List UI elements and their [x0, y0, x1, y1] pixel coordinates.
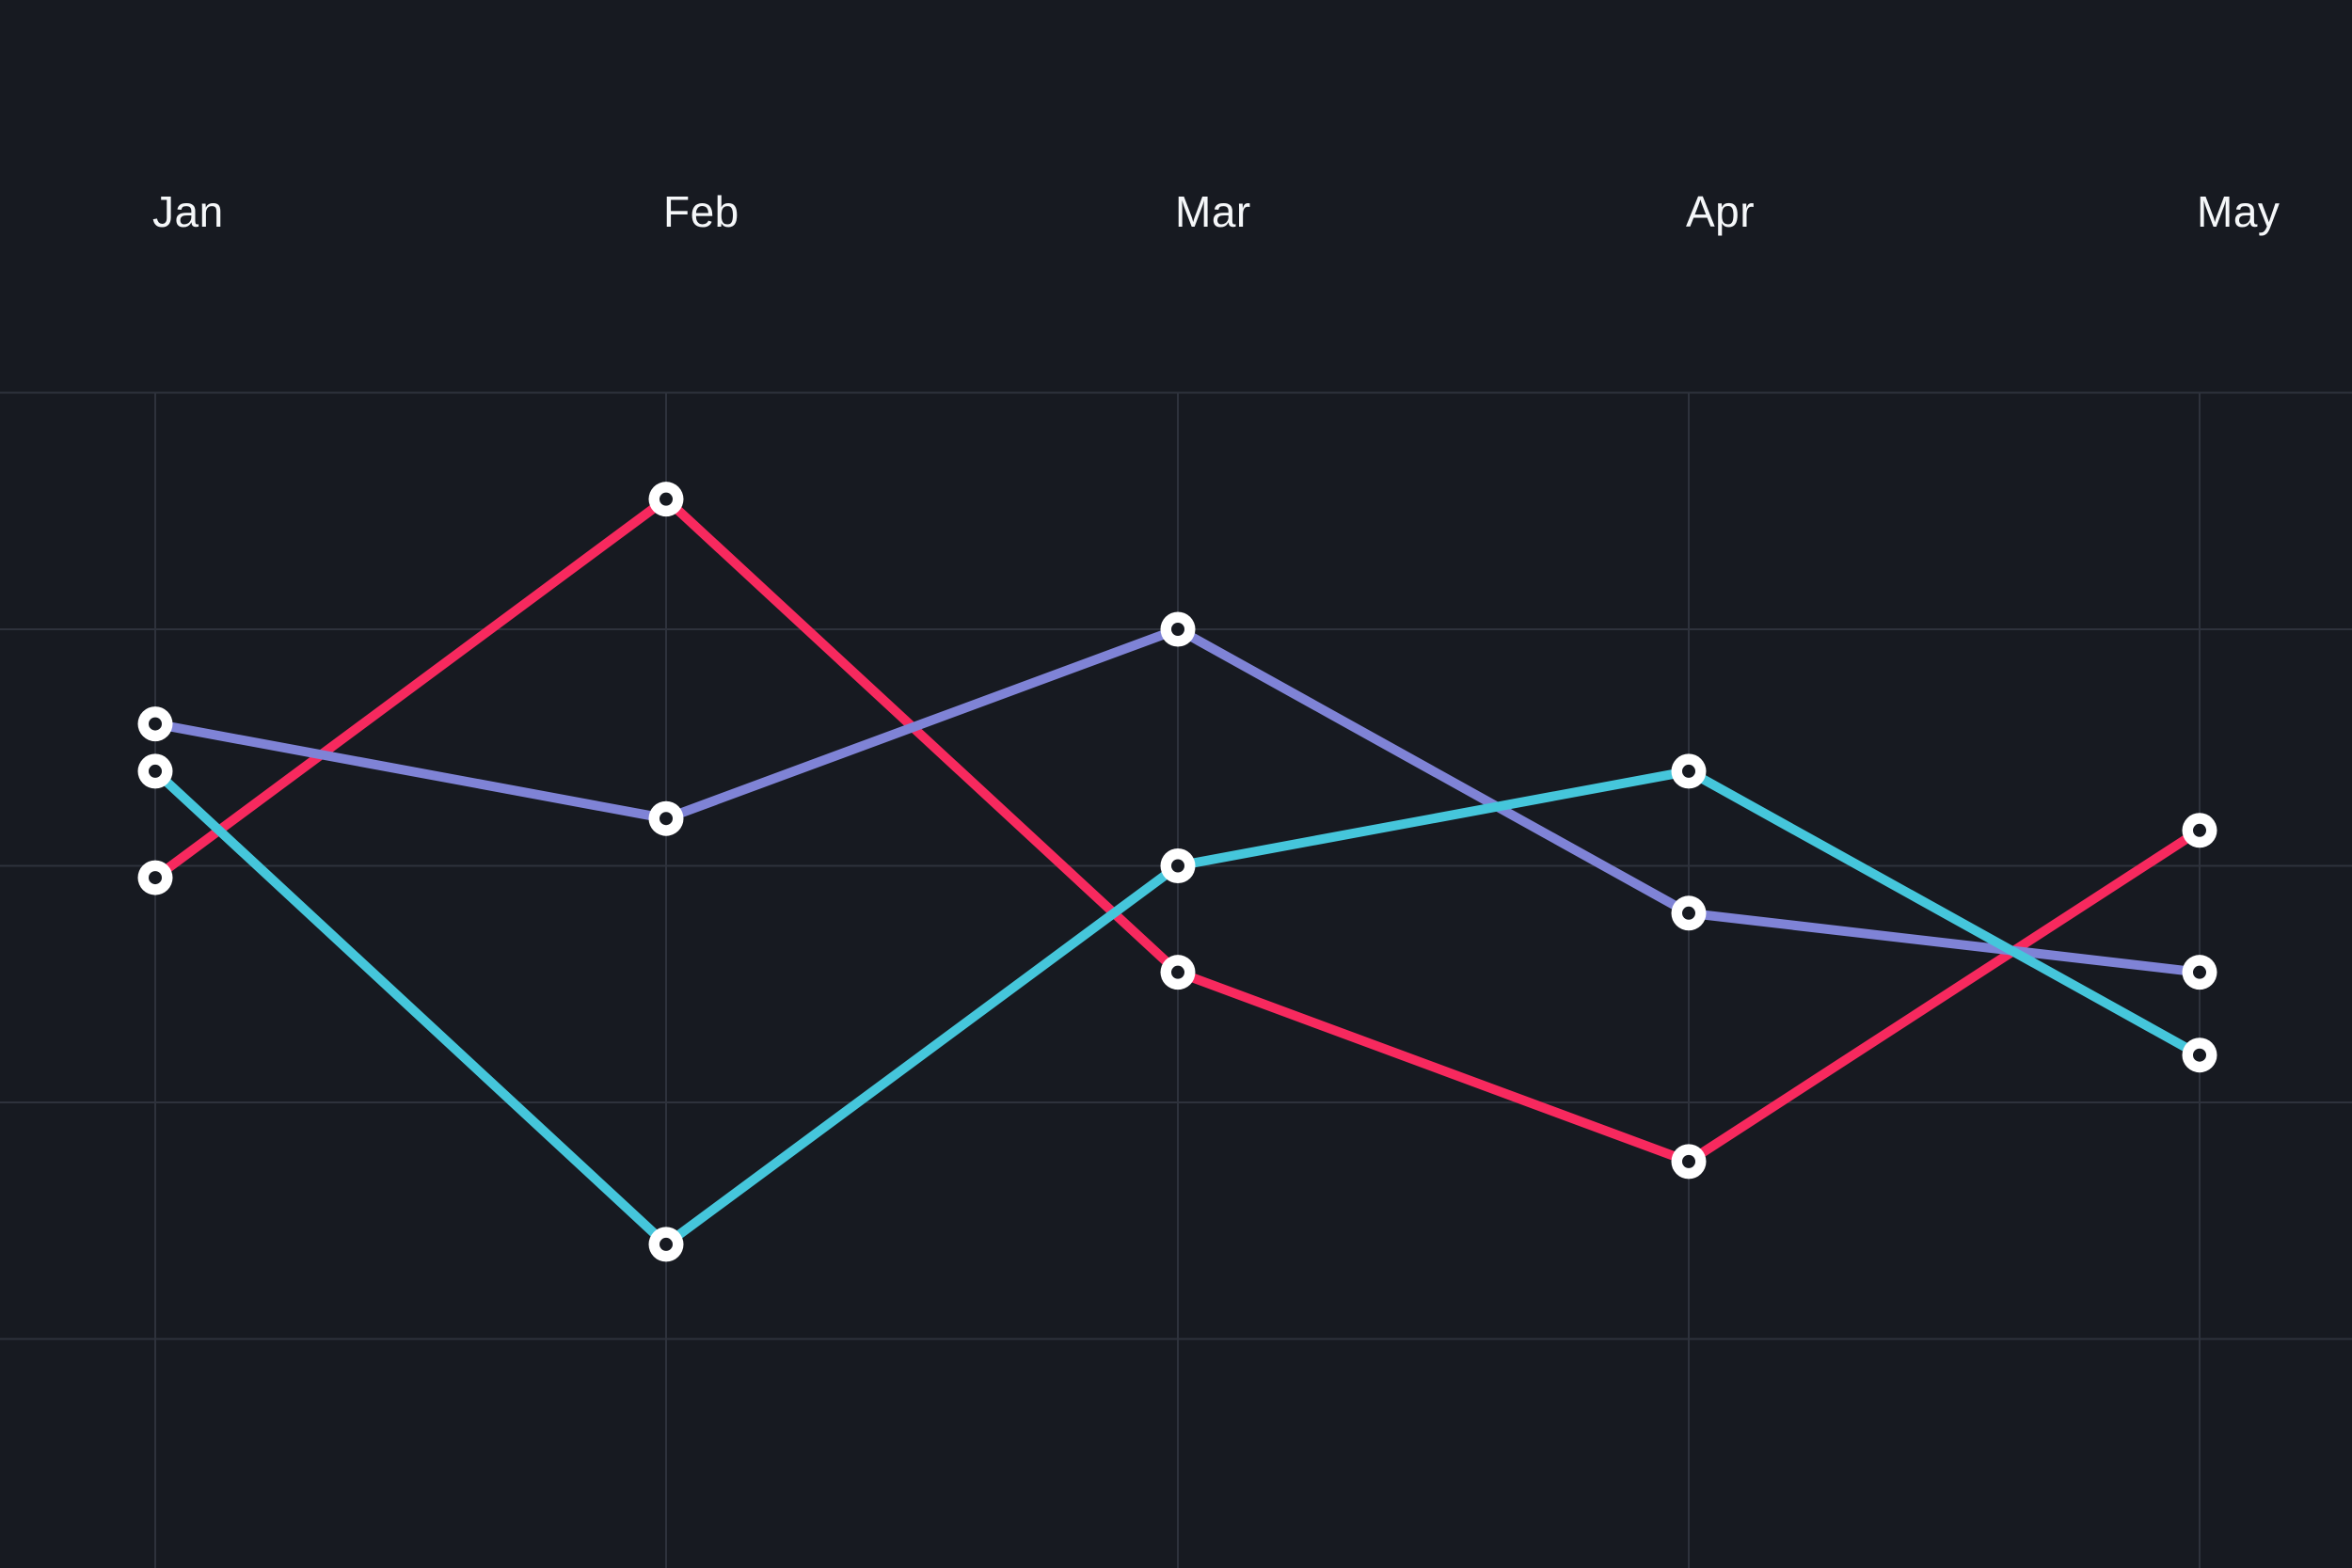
x-axis-label-mar: Mar [1175, 187, 1251, 236]
marker-hole [1171, 965, 1184, 979]
marker-hole [660, 1237, 673, 1251]
cyan-series-markers [137, 753, 2217, 1262]
marker-hole [660, 812, 673, 826]
x-axis-label-apr: Apr [1686, 187, 1756, 236]
marker-hole [2193, 965, 2206, 979]
marker-hole [1171, 623, 1184, 636]
marker-hole [149, 717, 162, 731]
marker-hole [1682, 906, 1695, 920]
marker-hole [2193, 823, 2206, 837]
marker-hole [1171, 859, 1184, 873]
marker-hole [1682, 1154, 1695, 1168]
x-axis-label-may: May [2197, 187, 2280, 236]
purple-series-markers [137, 611, 2217, 990]
marker-hole [149, 764, 162, 778]
marker-hole [2193, 1048, 2206, 1062]
marker-hole [660, 492, 673, 506]
red-series-markers [137, 482, 2217, 1180]
marker-hole [1682, 764, 1695, 778]
marker-hole [149, 871, 162, 885]
x-axis-label-feb: Feb [663, 187, 739, 236]
x-axis-label-jan: Jan [152, 187, 224, 236]
